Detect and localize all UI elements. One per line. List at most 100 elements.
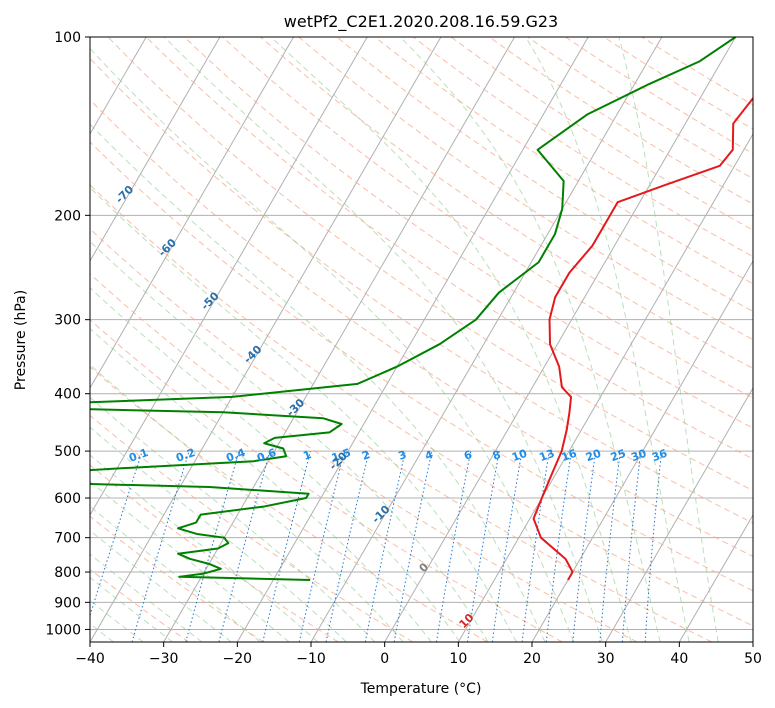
dry-adiabat-line [90,319,563,642]
mixing-ratio-line [644,451,663,642]
mixing-ratio-label: 36 [650,447,669,465]
y-tick-label: 600 [54,491,81,507]
mixing-ratio-label: 0.1 [127,446,150,465]
x-tick-label: −30 [149,651,179,667]
dry-adiabat-line [298,37,753,341]
y-tick-label: 700 [54,531,81,547]
dry-adiabat-line [90,99,753,558]
moist-adiabat-line [90,123,546,642]
x-tick-label: −40 [75,651,105,667]
dry-adiabat-line [90,184,753,627]
moist-adiabat-line [90,553,203,642]
y-tick-label: 500 [54,444,81,460]
x-tick-label: 30 [597,651,615,667]
moist-adiabat-line [90,287,461,642]
isotherm-line [90,37,221,262]
y-tick-label: 800 [54,565,81,581]
dry-adiabat-line [336,37,753,312]
mixing-ratio-line [521,451,550,642]
mixing-ratio-label: 25 [609,447,628,464]
chart-title: wetPf2_C2E1.2020.208.16.59.G23 [284,12,558,32]
x-tick-label: 40 [670,651,688,667]
mixing-ratio-label: 0.4 [224,446,247,465]
mixing-ratio-label: 4 [423,448,435,463]
dry-adiabat-label: 0 [417,560,432,575]
isotherm-line [163,37,515,642]
mixing-ratio-label: 8 [491,448,503,463]
y-tick-label: 900 [54,595,81,611]
mixing-ratio-label: 13 [537,447,556,464]
plot-frame [89,36,754,643]
x-tick-label: −10 [296,651,326,667]
dry-adiabat-line [90,366,488,642]
mixing-ratio-label: 2 [360,448,372,463]
mixing-ratio-line [262,450,312,642]
mixing-ratio-line [131,450,190,642]
dry-adiabat-line [107,37,753,492]
mixing-ratio-line [599,451,621,642]
moist-adiabat-line [270,37,632,642]
y-axis-title: Pressure (hPa) [13,290,29,390]
x-tick-label: 10 [449,651,467,667]
x-tick-label: 0 [380,651,389,667]
mixing-ratio-label: 10 [510,447,529,465]
dry-adiabat-line [222,37,753,399]
mixing-ratio-label: 1 [302,448,314,463]
mixing-ratio-line [393,450,433,642]
mixing-ratio-label: 0.2 [174,446,197,465]
dry-adiabat-line [603,37,753,130]
isotherm-line [531,259,753,642]
dry-adiabat-line [145,37,753,460]
dry-adiabat-line [90,57,753,524]
dry-adiabat-line [90,515,264,642]
background-grid [0,37,753,642]
y-tick-label: 100 [54,30,81,46]
mixing-ratio-label: 30 [629,447,648,465]
dry-adiabat-line [90,464,339,642]
isotherm-line [236,37,589,642]
moist-adiabat-line [618,37,719,642]
dry-adiabat-line [527,37,753,180]
moist-adiabat-line [525,37,690,642]
dry-adiabat-label: 10 [457,611,477,631]
mixing-ratio-line [298,450,345,642]
dry-adiabat-line [374,37,753,285]
isotherm-line [752,641,753,642]
moist-adiabat-line [399,37,661,642]
mixing-ratio-line [491,451,523,642]
moist-adiabat-line [90,426,347,642]
x-tick-label: −20 [223,651,253,667]
isotherm-line [90,37,442,642]
axes: −40 −30 −20 −10 0 10 20 30 40 5010020030040050060… [45,30,762,667]
isotherm-line [90,37,368,516]
moist-adiabat-line [90,454,319,642]
dry-adiabat-line [90,273,638,642]
mixing-ratio-line [364,450,406,642]
isotherm-line [384,37,736,642]
mixing-ratio-label: 0.6 [255,446,278,465]
mixing-ratio-label: 6 [462,448,474,463]
moist-adiabat-line [90,186,517,642]
moist-adiabat-line [90,47,575,642]
isotherm-line [457,132,753,642]
mixing-ratio-label: 3 [397,448,409,463]
dry-adiabat-line [90,228,712,642]
mixing-ratio-label: 16 [560,447,579,465]
mixing-ratio-label: 20 [584,447,603,465]
isotherm-line [678,513,753,642]
x-axis-title: Temperature (°C) [360,681,482,697]
y-tick-label: 400 [54,387,81,403]
mixing-ratio-label: 1.5 [330,446,353,465]
moist-adiabat-line [90,396,376,642]
isotherm-line [0,37,73,642]
temperature-profile-line [532,96,753,581]
isotherm-line [605,386,753,642]
moist-adiabat-line [90,505,261,642]
dry-adiabat-line [183,37,753,429]
x-tick-label: 50 [744,651,762,667]
mixing-ratio-line [467,451,500,642]
isotherm-line [90,37,294,389]
mixing-ratio-line [572,451,597,642]
dry-adiabat-line [90,414,414,642]
dewpoint-profile-line [90,37,737,581]
